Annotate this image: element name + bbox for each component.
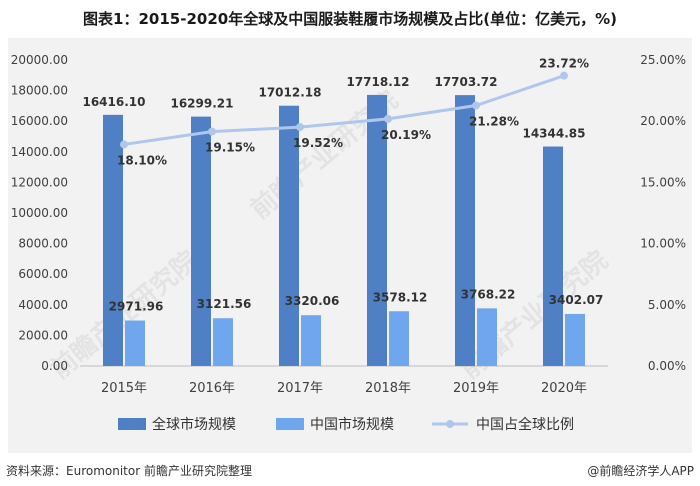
legend-label: 全球市场规模 [152,416,236,433]
x-tick-label: 2017年 [277,381,323,396]
y-right-tick-label: 0.00% [648,359,686,373]
china-data-label: 2971.96 [109,300,164,314]
china-market-bar [389,311,409,366]
ratio-point [296,123,304,132]
ratio-data-label: 19.15% [205,141,255,155]
global-data-label: 17703.72 [434,75,497,89]
x-tick-label: 2015年 [101,381,147,396]
global-data-label: 16416.10 [82,95,145,109]
x-tick-label: 2020年 [541,381,587,396]
china-data-label: 3121.56 [197,297,252,311]
china-data-label: 3578.12 [373,290,428,304]
legend-swatch [118,418,146,430]
brand-mark: @前瞻经济学人APP [587,464,694,478]
x-tick-label: 2018年 [365,381,411,396]
y-left-tick-label: 0.00 [41,359,68,373]
y-right-tick-label: 20.00% [640,114,686,128]
x-tick-label: 2016年 [189,381,235,396]
ratio-point [384,114,392,123]
y-left-tick-label: 10000.00 [11,206,68,220]
y-right-tick-label: 5.00% [648,298,686,312]
chart-title: 图表1：2015-2020年全球及中国服装鞋履市场规模及占比(单位：亿美元，%) [83,10,617,28]
ratio-series-line [123,74,565,146]
ratio-data-label: 19.52% [293,136,343,150]
legend-label: 中国占全球比例 [476,416,574,433]
china-data-label: 3402.07 [549,293,604,307]
global-market-bar [103,114,123,366]
y-right-tick-label: 25.00% [640,53,686,67]
global-market-bar [543,146,563,366]
y-left-tick-label: 20000.00 [11,53,68,67]
x-tick-label: 2019年 [453,381,499,396]
global-data-label: 14344.85 [522,127,585,141]
global-market-bar [191,116,211,366]
legend-swatch [276,418,304,430]
china-data-label: 3768.22 [461,287,516,301]
ratio-data-label: 20.19% [381,128,431,142]
global-market-bar [367,94,387,366]
legend-label: 中国市场规模 [310,416,394,433]
global-data-label: 17718.12 [346,75,409,89]
china-market-bar [125,320,145,366]
y-left-tick-label: 6000.00 [18,267,68,281]
y-left-tick-label: 18000.00 [11,84,68,98]
china-market-bar [477,308,497,366]
global-data-label: 16299.21 [170,97,233,111]
ratio-point [560,71,568,80]
global-data-label: 17012.18 [258,86,321,100]
ratio-data-label: 23.72% [539,57,589,71]
global-market-bar [455,95,475,366]
y-left-tick-label: 12000.00 [11,175,68,189]
y-left-tick-label: 4000.00 [18,298,68,312]
watermark-text: 前瞻产业研究院 [45,245,204,386]
ratio-point [472,101,480,110]
y-left-tick-label: 16000.00 [11,114,68,128]
y-right-tick-label: 15.00% [640,175,686,189]
global-market-bar [279,105,299,366]
legend-line-marker [446,420,454,428]
y-left-tick-label: 2000.00 [18,328,68,342]
y-left-tick-label: 8000.00 [18,237,68,251]
y-left-tick-label: 14000.00 [11,145,68,159]
china-market-bar [565,313,585,366]
ratio-point [120,140,128,149]
ratio-data-label: 18.10% [117,153,167,167]
ratio-point [208,127,216,136]
y-right-tick-label: 10.00% [640,237,686,251]
source-note: 资料来源：Euromonitor 前瞻产业研究院整理 [6,464,252,478]
china-data-label: 3320.06 [285,294,340,308]
ratio-data-label: 21.28% [469,115,519,129]
china-market-bar [213,318,233,366]
china-market-bar [301,315,321,366]
